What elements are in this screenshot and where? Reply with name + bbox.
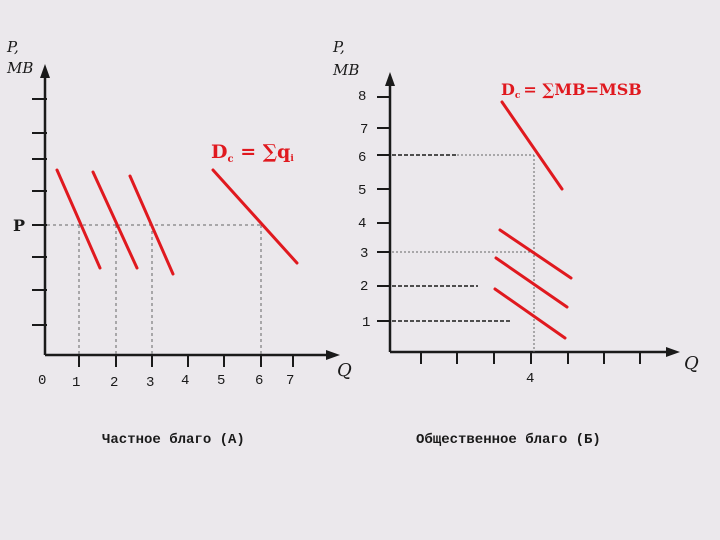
right-x-tick-label: 4 bbox=[526, 371, 534, 387]
left-y-axis-label-line1: P, bbox=[6, 38, 19, 56]
right-dashed-price-guides bbox=[392, 154, 512, 322]
x-tick-label: 2 bbox=[110, 375, 118, 391]
right-panel: P, MB 8 7 6 5 4 3 2 1 4 Q Dc = ∑MB=MSB Об… bbox=[332, 38, 699, 448]
y-tick-label: 8 bbox=[358, 89, 366, 105]
left-origin-label: 0 bbox=[38, 373, 46, 389]
individual-mb-2 bbox=[494, 256, 569, 309]
right-y-ticks bbox=[377, 96, 390, 322]
right-y-axis-label-line2: MB bbox=[332, 61, 359, 79]
right-dotted-guides bbox=[392, 154, 535, 352]
y-tick-label: 3 bbox=[360, 246, 368, 262]
x-tick-label: 3 bbox=[146, 375, 154, 391]
left-x-axis-label: Q bbox=[337, 360, 352, 381]
right-caption: Общественное благо (Б) bbox=[416, 432, 601, 448]
market-demand-curve bbox=[211, 168, 299, 265]
individual-demand-3 bbox=[128, 174, 175, 276]
x-tick-label: 6 bbox=[255, 373, 263, 389]
individual-demand-1 bbox=[55, 168, 102, 270]
individual-demand-2 bbox=[91, 170, 139, 270]
x-tick-label: 5 bbox=[217, 373, 225, 389]
left-x-tick-labels: 1 2 3 4 5 6 7 bbox=[72, 373, 294, 391]
y-tick-label: 2 bbox=[360, 279, 368, 295]
left-individual-demand-curves bbox=[55, 168, 175, 276]
x-tick-label: 4 bbox=[181, 373, 189, 389]
x-tick-label: 7 bbox=[286, 373, 294, 389]
left-y-axis-label-line2: MB bbox=[6, 59, 33, 77]
left-x-ticks bbox=[78, 355, 294, 367]
individual-mb-3 bbox=[493, 287, 567, 340]
left-dashed-guides bbox=[47, 224, 262, 355]
individual-mb-1 bbox=[498, 228, 573, 280]
right-x-axis-arrow bbox=[666, 347, 680, 357]
y-tick-label: 1 bbox=[362, 315, 370, 331]
left-y-axis-arrow bbox=[40, 64, 50, 78]
right-x-axis-label: Q bbox=[684, 353, 699, 374]
left-y-ticks bbox=[32, 98, 47, 326]
market-demand-formula: Dc = ∑qi bbox=[211, 141, 294, 165]
x-tick-label: 1 bbox=[72, 375, 80, 391]
social-demand-formula: Dc = ∑MB=MSB bbox=[501, 80, 642, 101]
y-tick-label: 7 bbox=[360, 122, 368, 138]
right-y-axis-arrow bbox=[385, 72, 395, 86]
y-tick-label: 5 bbox=[358, 183, 366, 199]
price-level-label: P bbox=[13, 216, 25, 235]
left-caption: Частное благо (А) bbox=[102, 432, 245, 448]
y-tick-label: 6 bbox=[358, 150, 366, 166]
left-panel: P, MB P 0 1 2 3 4 5 6 7 Q Dc = ∑qi Частн… bbox=[6, 38, 352, 448]
right-y-tick-labels: 8 7 6 5 4 3 2 1 bbox=[358, 89, 370, 331]
left-x-axis-arrow bbox=[326, 350, 340, 360]
right-y-axis-label-line1: P, bbox=[332, 38, 345, 56]
social-demand-curve bbox=[500, 100, 564, 191]
right-individual-mb-curves bbox=[493, 228, 573, 340]
right-x-ticks bbox=[420, 352, 641, 364]
y-tick-label: 4 bbox=[358, 216, 366, 232]
